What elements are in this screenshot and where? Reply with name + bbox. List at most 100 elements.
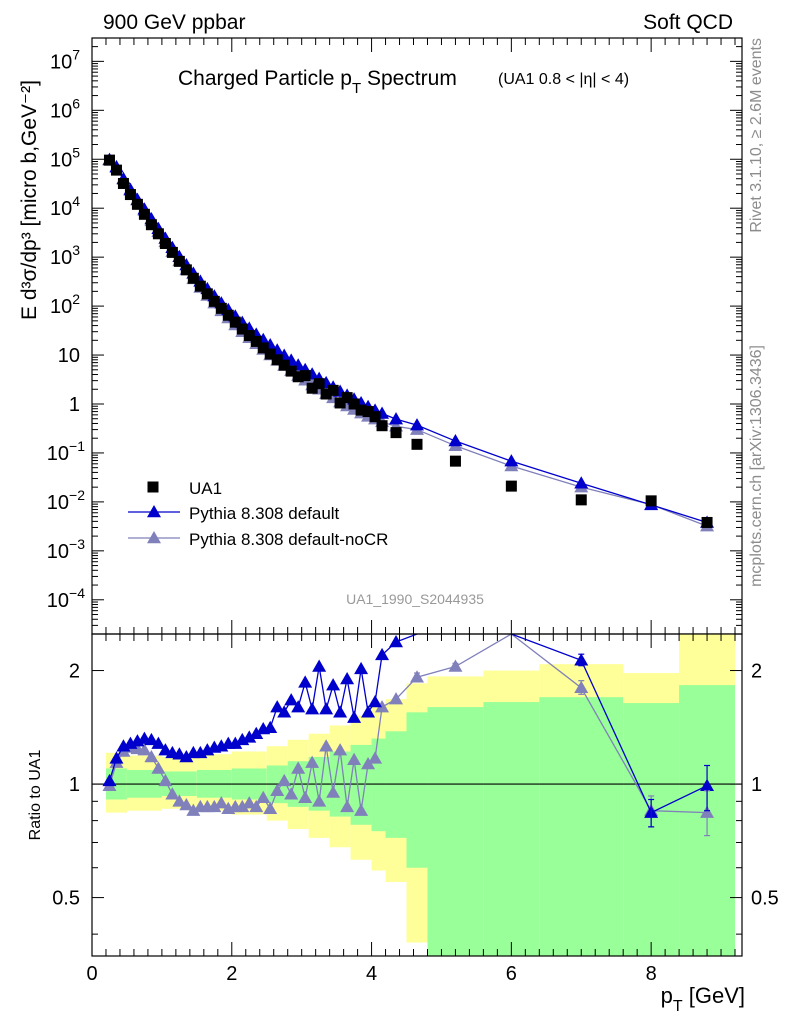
main-point-ua1 (243, 330, 255, 342)
legend-marker (147, 505, 161, 518)
y-tick-label: 10−4 (47, 585, 85, 612)
ratio-point (375, 700, 390, 713)
main-point-ua1 (152, 228, 164, 240)
ratio-point (207, 799, 222, 813)
main-point-ua1 (180, 264, 192, 276)
main-point-ua1 (257, 342, 269, 354)
ratio-point (340, 799, 355, 813)
main-point-default (410, 418, 424, 431)
ratio-point (312, 794, 327, 807)
main-point-ua1 (138, 208, 150, 220)
ratio-panel-frame (91, 633, 743, 957)
ratio-point (151, 761, 166, 774)
main-point-ua1 (131, 198, 143, 210)
header-energy-label: 900 GeV ppbar (103, 11, 245, 34)
main-point-ua1 (327, 384, 339, 396)
ratio-point (319, 739, 334, 752)
ratio-point (214, 796, 229, 809)
header-category-label: Soft QCD (643, 11, 733, 34)
y-tick-label: 104 (50, 193, 80, 220)
main-point-default (389, 412, 404, 425)
main-point-default (448, 434, 463, 447)
ratio-point (228, 736, 243, 749)
ratio-point (389, 692, 404, 705)
analysis-id-label: UA1_1990_S2044935 (346, 591, 484, 607)
main-chart-title: Charged Particle pT Spectrum (UA1 0.8 < … (178, 67, 629, 97)
main-point-ua1 (229, 316, 241, 328)
x-tick-label: 0 (86, 963, 97, 985)
ratio-point (249, 799, 264, 813)
main-point-ua1 (292, 371, 304, 383)
ratio-point (361, 705, 376, 718)
main-point-ua1 (250, 335, 262, 347)
ratio-band-inner (623, 703, 680, 956)
ratio-point (186, 803, 201, 816)
main-point-ua1 (166, 246, 178, 258)
ratio-point (347, 710, 362, 723)
ratio-point (312, 659, 327, 672)
x-axis-label: pT [GeV] (661, 983, 745, 1015)
main-point-ua1 (299, 370, 311, 382)
ratio-point (340, 671, 355, 685)
title-main: Charged Particle p (178, 67, 352, 90)
x-tick-label: 2 (226, 963, 237, 985)
main-point-ua1 (103, 154, 115, 166)
main-point-ua1 (362, 406, 374, 418)
ratio-point (354, 803, 369, 816)
ratio-point (375, 647, 390, 661)
ratio-y-tick-label-right: 0.5 (751, 888, 779, 910)
title-tail: Spectrum (361, 67, 457, 90)
title-note: (UA1 0.8 < |η| < 4) (498, 71, 629, 88)
svg-text:Charged Particle pT Spectrum: Charged Particle pT Spectrum (178, 67, 457, 97)
x-tick-label: 4 (366, 963, 377, 985)
ratio-panel: 2 2 1 1 0.5 0.5 0 2 4 6 8 Ratio to UA1 pT [GeV] (27, 633, 779, 1015)
ratio-point (172, 794, 187, 807)
main-point-ua1 (264, 348, 276, 360)
ratio-point (242, 796, 257, 809)
ratio-point (242, 730, 257, 743)
ratio-point (270, 783, 285, 797)
main-point-ua1 (187, 272, 199, 284)
y-tick-label: 1 (69, 394, 80, 416)
ratio-point (326, 785, 341, 798)
ratio-line (511, 634, 708, 814)
main-plot-area (102, 152, 715, 532)
ratio-axis-ticks: 2 2 1 1 0.5 0.5 0 2 4 6 8 (52, 634, 779, 985)
main-point-ua1 (575, 494, 587, 506)
ratio-point (305, 702, 320, 715)
ratio-point (158, 773, 173, 787)
x-label-main: p (661, 983, 673, 1008)
ratio-point (277, 773, 292, 787)
main-point-ua1 (348, 398, 360, 410)
main-point-ua1 (355, 404, 367, 416)
main-point-default (574, 476, 589, 489)
main-point-ua1 (145, 219, 157, 231)
ratio-point (144, 749, 159, 763)
ratio-point (270, 700, 285, 713)
title-subscript: T (352, 80, 361, 97)
ratio-y-tick-label-right: 1 (751, 774, 762, 796)
ratio-point (326, 678, 341, 691)
legend-label: Pythia 8.308 default-noCR (189, 530, 388, 549)
ratio-point (179, 798, 194, 811)
ratio-point (291, 700, 306, 713)
main-point-ua1 (236, 323, 248, 335)
main-point-ua1 (222, 309, 234, 321)
ratio-band-inner (406, 712, 428, 868)
main-point-ua1 (173, 255, 185, 267)
main-point-ua1 (390, 427, 402, 439)
ratio-band-inner (483, 702, 540, 956)
ratio-y-tick-label-left: 0.5 (52, 888, 80, 910)
main-point-ua1 (159, 238, 171, 250)
main-point-ua1 (376, 420, 388, 432)
ratio-y-tick-label-right: 2 (751, 661, 762, 683)
y-tick-label: 107 (50, 46, 80, 73)
ratio-point (284, 787, 299, 800)
main-point-ua1 (271, 354, 283, 366)
main-point-ua1 (341, 392, 353, 404)
main-point-ua1 (306, 382, 318, 394)
main-point-ua1 (110, 164, 122, 176)
ratio-point (277, 705, 292, 718)
